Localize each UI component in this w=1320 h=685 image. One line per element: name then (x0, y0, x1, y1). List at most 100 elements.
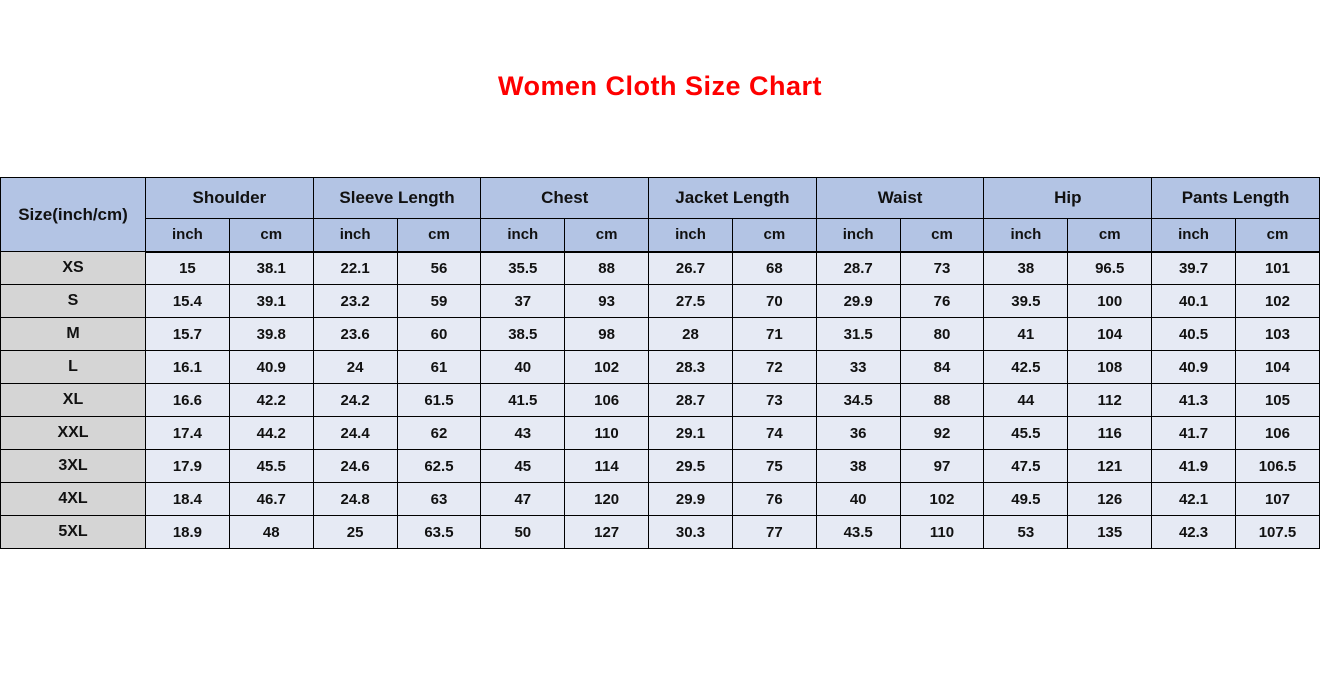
unit-header-cell: cm (1067, 218, 1153, 253)
measurement-cell: 47.5 (983, 449, 1069, 483)
measurement-cell: 110 (564, 416, 650, 450)
measurement-cell: 72 (731, 350, 817, 384)
measurement-cell: 24.4 (312, 416, 398, 450)
table-header: Size(inch/cm) Shoulder Sleeve Length Chest J… (0, 177, 1320, 253)
measurement-cell: 23.6 (312, 317, 398, 351)
measurement-cell: 44 (983, 383, 1069, 417)
measurement-cell: 76 (899, 284, 985, 318)
measurement-cell: 84 (899, 350, 985, 384)
measurement-cell: 73 (731, 383, 817, 417)
table-row: 5XL 18.9 48 25 63.5 50 127 30.3 77 43.5 110 53 135 42… (0, 515, 1320, 549)
unit-header-cell: cm (1234, 218, 1320, 253)
unit-header-cell: inch (815, 218, 901, 253)
measurement-cell: 135 (1067, 515, 1153, 549)
table-row: S 15.4 39.1 23.2 59 37 93 27.5 70 29.9 76 39.5 100 40… (0, 284, 1320, 318)
group-header-cell: Hip (983, 177, 1153, 219)
measurement-cell: 41 (983, 317, 1069, 351)
group-header-cell: Sleeve Length (312, 177, 482, 219)
measurement-cell: 41.9 (1151, 449, 1236, 483)
measurement-cell: 39.5 (983, 284, 1069, 318)
size-row-label: L (0, 350, 146, 384)
measurement-cell: 61.5 (396, 383, 482, 417)
group-header-row: Size(inch/cm) Shoulder Sleeve Length Chest J… (0, 177, 1320, 252)
measurement-cell: 42.1 (1151, 482, 1236, 516)
measurement-cell: 108 (1067, 350, 1153, 384)
table-row: L 16.1 40.9 24 61 40 102 28.3 72 33 84 42.5 108 40.9 1… (0, 350, 1320, 384)
size-column-header: Size(inch/cm) (0, 177, 146, 252)
measurement-cell: 18.9 (145, 515, 230, 549)
measurement-cell: 28.3 (648, 350, 733, 384)
measurement-cell: 96.5 (1067, 251, 1153, 285)
measurement-cell: 46.7 (228, 482, 314, 516)
measurement-cell: 40.9 (1151, 350, 1236, 384)
measurement-cell: 35.5 (480, 251, 566, 285)
measurement-cell: 98 (564, 317, 650, 351)
table-row: XS 15 38.1 22.1 56 35.5 88 26.7 68 28.7 73 38 96.5 39… (0, 251, 1320, 285)
measurement-cell: 17.9 (145, 449, 230, 483)
unit-header-cell: inch (648, 218, 733, 253)
size-row-label: 4XL (0, 482, 146, 516)
measurement-cell: 53 (983, 515, 1069, 549)
table-row: M 15.7 39.8 23.6 60 38.5 98 28 71 31.5 80 41 104 40.5… (0, 317, 1320, 351)
measurement-cell: 38 (815, 449, 901, 483)
chart-title: Women Cloth Size Chart (497, 71, 823, 101)
size-row-label: XL (0, 383, 146, 417)
measurement-cell: 29.9 (815, 284, 901, 318)
measurement-cell: 40 (815, 482, 901, 516)
measurement-cell: 40.5 (1151, 317, 1236, 351)
measurement-cell: 40 (480, 350, 566, 384)
measurement-cell: 100 (1067, 284, 1153, 318)
measurement-cell: 37 (480, 284, 566, 318)
measurement-cell: 106 (564, 383, 650, 417)
measurement-cell: 121 (1067, 449, 1153, 483)
measurement-cell: 41.7 (1151, 416, 1236, 450)
measurement-cell: 49.5 (983, 482, 1069, 516)
measurement-cell: 77 (731, 515, 817, 549)
measurement-cell: 106 (1234, 416, 1320, 450)
measurement-cell: 40.1 (1151, 284, 1236, 318)
measurement-cell: 60 (396, 317, 482, 351)
measurement-cell: 43 (480, 416, 566, 450)
table-row: XXL 17.4 44.2 24.4 62 43 110 29.1 74 36 92 45.5 116 4… (0, 416, 1320, 450)
measurement-cell: 80 (899, 317, 985, 351)
measurement-cell: 26.7 (648, 251, 733, 285)
unit-header-cell: cm (564, 218, 650, 253)
measurement-cell: 102 (899, 482, 985, 516)
measurement-cell: 29.9 (648, 482, 733, 516)
measurement-cell: 39.7 (1151, 251, 1236, 285)
measurement-cell: 39.1 (228, 284, 314, 318)
group-header-cell: Shoulder (145, 177, 314, 219)
measurement-cell: 42.3 (1151, 515, 1236, 549)
measurement-cell: 97 (899, 449, 985, 483)
measurement-cell: 45.5 (983, 416, 1069, 450)
group-header-cell: Waist (815, 177, 985, 219)
measurement-cell: 61 (396, 350, 482, 384)
measurement-cell: 44.2 (228, 416, 314, 450)
measurement-cell: 25 (312, 515, 398, 549)
measurement-cell: 93 (564, 284, 650, 318)
measurement-cell: 36 (815, 416, 901, 450)
measurement-cell: 28 (648, 317, 733, 351)
measurement-cell: 23.2 (312, 284, 398, 318)
measurement-cell: 45 (480, 449, 566, 483)
measurement-cell: 16.6 (145, 383, 230, 417)
unit-header-cell: inch (312, 218, 398, 253)
measurement-cell: 88 (564, 251, 650, 285)
size-row-label: S (0, 284, 146, 318)
measurement-cell: 34.5 (815, 383, 901, 417)
measurement-cell: 40.9 (228, 350, 314, 384)
measurement-cell: 102 (1234, 284, 1320, 318)
measurement-cell: 28.7 (648, 383, 733, 417)
measurement-cell: 38.5 (480, 317, 566, 351)
measurement-cell: 41.3 (1151, 383, 1236, 417)
measurement-cell: 102 (564, 350, 650, 384)
size-row-label: XXL (0, 416, 146, 450)
measurement-cell: 104 (1067, 317, 1153, 351)
measurement-cell: 24 (312, 350, 398, 384)
measurement-cell: 24.2 (312, 383, 398, 417)
measurement-cell: 42.2 (228, 383, 314, 417)
measurement-cell: 106.5 (1234, 449, 1320, 483)
measurement-cell: 47 (480, 482, 566, 516)
measurement-cell: 18.4 (145, 482, 230, 516)
measurement-cell: 43.5 (815, 515, 901, 549)
